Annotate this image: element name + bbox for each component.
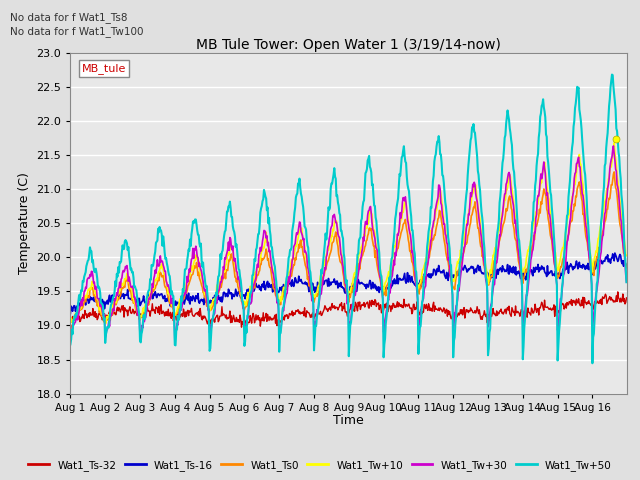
Text: MB_tule: MB_tule	[81, 63, 126, 74]
Y-axis label: Temperature (C): Temperature (C)	[18, 172, 31, 274]
Text: No data for f Wat1_Ts8: No data for f Wat1_Ts8	[10, 12, 127, 23]
Text: No data for f Wat1_Tw100: No data for f Wat1_Tw100	[10, 26, 143, 37]
X-axis label: Time: Time	[333, 414, 364, 427]
Legend: Wat1_Ts-32, Wat1_Ts-16, Wat1_Ts0, Wat1_Tw+10, Wat1_Tw+30, Wat1_Tw+50: Wat1_Ts-32, Wat1_Ts-16, Wat1_Ts0, Wat1_T…	[24, 456, 616, 475]
Title: MB Tule Tower: Open Water 1 (3/19/14-now): MB Tule Tower: Open Water 1 (3/19/14-now…	[196, 37, 501, 52]
